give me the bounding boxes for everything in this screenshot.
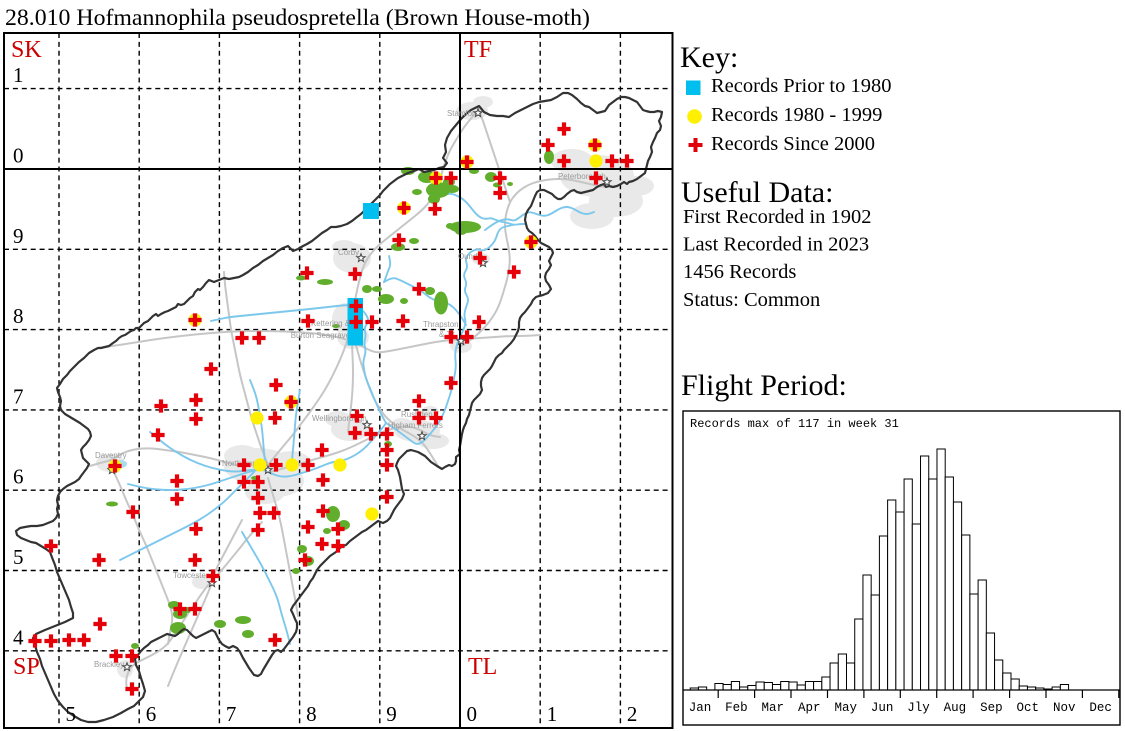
svg-text:28.010 Hofmannophila pseudospr: 28.010 Hofmannophila pseudospretella (Br… — [5, 5, 590, 31]
svg-text:Burton Seagrave: Burton Seagrave — [291, 331, 351, 340]
svg-text:TF: TF — [464, 37, 492, 63]
svg-text:Flight Period:: Flight Period: — [681, 369, 847, 402]
svg-text:6: 6 — [146, 702, 157, 726]
svg-text:Oundle: Oundle — [458, 252, 484, 261]
svg-text:Records Since 2000: Records Since 2000 — [711, 133, 875, 155]
svg-text:Useful Data:: Useful Data: — [681, 176, 833, 209]
svg-text:1456 Records: 1456 Records — [683, 261, 796, 283]
svg-text:May: May — [834, 701, 857, 715]
svg-text:Jun: Jun — [871, 701, 894, 715]
svg-text:Wellingborough: Wellingborough — [312, 414, 367, 423]
svg-text:9: 9 — [13, 224, 24, 248]
svg-text:Key:: Key: — [680, 41, 738, 74]
svg-text:8: 8 — [306, 702, 317, 726]
svg-text:Stamford: Stamford — [447, 109, 479, 118]
svg-text:0: 0 — [13, 144, 24, 168]
svg-text:5: 5 — [13, 545, 24, 569]
svg-text:Apr: Apr — [798, 701, 821, 715]
svg-text:2: 2 — [627, 702, 638, 726]
svg-text:1: 1 — [547, 702, 558, 726]
svg-text:5: 5 — [66, 702, 77, 726]
svg-text:& Tit: & Tit — [439, 330, 456, 339]
svg-text:Daventry: Daventry — [95, 451, 127, 460]
svg-text:SP: SP — [13, 654, 40, 680]
svg-text:First Recorded in 1902: First Recorded in 1902 — [683, 206, 871, 228]
svg-text:Nov: Nov — [1053, 701, 1076, 715]
svg-text:Peterborough: Peterborough — [558, 172, 606, 181]
svg-text:Dec: Dec — [1089, 701, 1112, 715]
svg-text:Higham Ferrers: Higham Ferrers — [388, 421, 443, 430]
svg-text:Status: Common: Status: Common — [683, 289, 820, 311]
svg-text:0: 0 — [467, 702, 478, 726]
svg-text:Oct: Oct — [1017, 701, 1040, 715]
svg-text:Last Recorded in 2023: Last Recorded in 2023 — [683, 234, 869, 256]
svg-text:SK: SK — [11, 37, 42, 63]
svg-text:Feb: Feb — [725, 701, 748, 715]
svg-text:9: 9 — [386, 702, 397, 726]
svg-text:Thrapston: Thrapston — [423, 320, 459, 329]
svg-text:Corby: Corby — [338, 248, 359, 257]
svg-text:7: 7 — [226, 702, 237, 726]
svg-text:1: 1 — [13, 63, 24, 87]
svg-text:Jly: Jly — [907, 701, 930, 715]
svg-text:Towcester: Towcester — [173, 571, 209, 580]
svg-text:Jan: Jan — [689, 701, 712, 715]
svg-text:Rushden: Rushden — [401, 410, 433, 419]
svg-text:Brackley: Brackley — [94, 660, 124, 669]
svg-text:4: 4 — [13, 625, 24, 649]
svg-text:8: 8 — [13, 304, 24, 328]
svg-text:6: 6 — [13, 465, 24, 489]
svg-text:Aug: Aug — [944, 701, 967, 715]
svg-text:Records max of 117 in week 31: Records max of 117 in week 31 — [690, 417, 899, 431]
svg-text:Mar: Mar — [762, 701, 785, 715]
svg-text:Records Prior to 1980: Records Prior to 1980 — [711, 75, 892, 97]
svg-text:Records 1980 - 1999: Records 1980 - 1999 — [711, 104, 882, 126]
svg-text:7: 7 — [13, 384, 24, 408]
svg-text:Kettering &: Kettering & — [311, 319, 351, 328]
svg-text:Sep: Sep — [980, 701, 1003, 715]
svg-text:TL: TL — [468, 654, 497, 680]
